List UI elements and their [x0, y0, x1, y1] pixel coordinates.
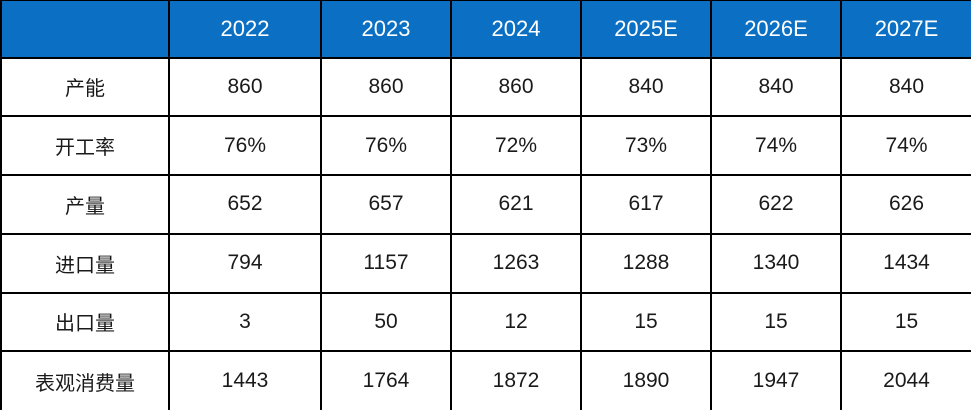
column-header-2024: 2024: [450, 0, 582, 59]
row-label-apparent-consumption: 表观消费量: [0, 350, 170, 410]
row-label-exports: 出口量: [0, 291, 170, 353]
row-label-production: 产量: [0, 174, 170, 235]
table-row-capacity: 产能 860 860 860 840 840 840: [0, 56, 971, 118]
table-row-exports: 出口量 3 50 12 15 15 15: [0, 291, 971, 353]
table-row-operating-rate: 开工率 76% 76% 72% 73% 74% 74%: [0, 115, 971, 176]
table-cell: 860: [320, 56, 452, 118]
table-row-apparent-consumption: 表观消费量 1443 1764 1872 1890 1947 2044: [0, 350, 971, 410]
column-header-2026e: 2026E: [710, 0, 842, 59]
table-cell: 15: [580, 291, 712, 353]
table-cell: 794: [168, 232, 322, 294]
row-label-imports: 进口量: [0, 232, 170, 294]
table-cell: 50: [320, 291, 452, 353]
header-row: 2022 2023 2024 2025E 2026E 2027E: [0, 0, 971, 59]
table-cell: 626: [840, 174, 971, 235]
table-cell: 76%: [168, 115, 322, 176]
table-cell: 1263: [450, 232, 582, 294]
table-cell: 1443: [168, 350, 322, 410]
row-label-operating-rate: 开工率: [0, 115, 170, 176]
table-cell: 621: [450, 174, 582, 235]
table-cell: 840: [840, 56, 971, 118]
table-cell: 657: [320, 174, 452, 235]
column-header-2027e: 2027E: [840, 0, 971, 59]
table-cell: 15: [710, 291, 842, 353]
table-cell: 74%: [710, 115, 842, 176]
corner-header-cell: [0, 0, 170, 59]
table-cell: 622: [710, 174, 842, 235]
column-header-2025e: 2025E: [580, 0, 712, 59]
table-row-imports: 进口量 794 1157 1263 1288 1340 1434: [0, 232, 971, 294]
column-header-2022: 2022: [168, 0, 322, 59]
table-cell: 860: [168, 56, 322, 118]
table-cell: 76%: [320, 115, 452, 176]
table-cell: 74%: [840, 115, 971, 176]
table-cell: 860: [450, 56, 582, 118]
table-cell: 617: [580, 174, 712, 235]
table-cell: 1890: [580, 350, 712, 410]
table-cell: 1340: [710, 232, 842, 294]
table-cell: 73%: [580, 115, 712, 176]
table-row-production: 产量 652 657 621 617 622 626: [0, 174, 971, 235]
table-cell: 15: [840, 291, 971, 353]
column-header-2023: 2023: [320, 0, 452, 59]
table-cell: 2044: [840, 350, 971, 410]
table-cell: 3: [168, 291, 322, 353]
table-cell: 1872: [450, 350, 582, 410]
table-cell: 1434: [840, 232, 971, 294]
table-cell: 1947: [710, 350, 842, 410]
table-cell: 1157: [320, 232, 452, 294]
table-cell: 1764: [320, 350, 452, 410]
row-label-capacity: 产能: [0, 56, 170, 118]
table-cell: 840: [710, 56, 842, 118]
table-cell: 12: [450, 291, 582, 353]
table-cell: 1288: [580, 232, 712, 294]
table-cell: 72%: [450, 115, 582, 176]
table-cell: 840: [580, 56, 712, 118]
table-cell: 652: [168, 174, 322, 235]
